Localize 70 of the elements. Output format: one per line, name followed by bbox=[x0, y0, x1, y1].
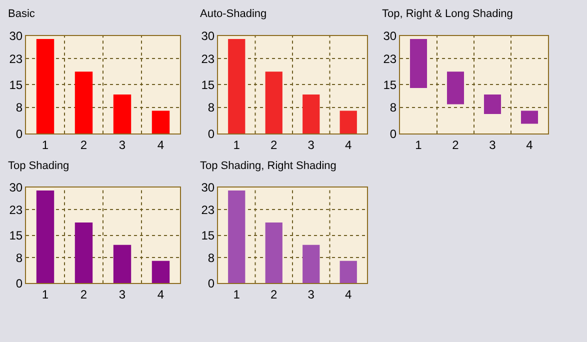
y-tick-label: 0 bbox=[16, 276, 23, 290]
y-tick-label: 8 bbox=[390, 100, 397, 115]
x-tick-label: 3 bbox=[489, 138, 496, 152]
bar bbox=[228, 190, 246, 284]
x-tick-label: 4 bbox=[157, 138, 164, 152]
y-tick-label: 30 bbox=[9, 180, 23, 195]
y-tick-label: 0 bbox=[208, 126, 215, 141]
bar bbox=[484, 94, 502, 114]
y-tick-label: 30 bbox=[9, 28, 23, 43]
bar bbox=[113, 244, 132, 284]
bar bbox=[228, 39, 246, 134]
y-tick-label: 15 bbox=[9, 228, 23, 242]
bar bbox=[410, 39, 428, 88]
y-tick-label: 8 bbox=[16, 250, 23, 265]
bar bbox=[74, 72, 93, 134]
x-tick-label: 2 bbox=[270, 138, 278, 152]
bar bbox=[340, 260, 357, 284]
bar bbox=[265, 72, 282, 134]
x-tick-label: 1 bbox=[42, 138, 49, 152]
bar bbox=[74, 222, 93, 284]
y-tick-label: 15 bbox=[383, 78, 397, 92]
y-tick-label: 8 bbox=[208, 100, 215, 115]
y-tick-label: 15 bbox=[201, 78, 215, 92]
chart-title: Top, Right & Long Shading bbox=[382, 8, 513, 20]
bar bbox=[302, 94, 320, 134]
bar bbox=[340, 110, 357, 134]
y-tick-label: 15 bbox=[201, 228, 215, 242]
bar bbox=[520, 110, 538, 124]
x-tick-label: 2 bbox=[452, 138, 460, 152]
x-tick-label: 4 bbox=[157, 288, 164, 302]
bar bbox=[446, 72, 464, 104]
bar bbox=[36, 39, 54, 134]
y-tick-label: 30 bbox=[201, 28, 215, 43]
y-tick-label: 15 bbox=[9, 78, 23, 92]
bar bbox=[152, 260, 170, 284]
x-tick-label: 4 bbox=[345, 138, 352, 152]
x-tick-label: 2 bbox=[270, 288, 278, 302]
y-tick-label: 23 bbox=[201, 202, 215, 217]
x-tick-label: 1 bbox=[415, 138, 422, 152]
x-tick-label: 1 bbox=[42, 288, 49, 302]
bar bbox=[113, 94, 132, 134]
bar bbox=[152, 110, 170, 134]
y-tick-label: 23 bbox=[9, 52, 23, 66]
x-tick-label: 3 bbox=[308, 138, 315, 152]
x-tick-label: 2 bbox=[80, 138, 88, 152]
x-tick-label: 1 bbox=[233, 288, 240, 302]
x-tick-label: 3 bbox=[118, 138, 126, 152]
bar bbox=[36, 190, 54, 284]
bar bbox=[265, 222, 282, 284]
y-tick-label: 8 bbox=[16, 100, 23, 115]
bar bbox=[302, 244, 320, 284]
y-tick-label: 30 bbox=[383, 28, 397, 43]
x-tick-label: 3 bbox=[118, 288, 126, 302]
x-tick-label: 3 bbox=[308, 288, 315, 302]
y-tick-label: 30 bbox=[201, 180, 215, 195]
y-tick-label: 23 bbox=[201, 52, 215, 66]
chart-title: Top Shading, Right Shading bbox=[200, 160, 336, 172]
y-tick-label: 0 bbox=[208, 276, 215, 290]
y-tick-label: 0 bbox=[390, 126, 397, 141]
x-tick-label: 4 bbox=[526, 138, 534, 152]
y-tick-label: 23 bbox=[383, 52, 397, 66]
y-tick-label: 23 bbox=[9, 202, 23, 217]
chart-title: Auto-Shading bbox=[200, 8, 267, 20]
x-tick-label: 4 bbox=[345, 288, 352, 302]
x-tick-label: 1 bbox=[233, 138, 240, 152]
chart-title: Top Shading bbox=[8, 160, 70, 172]
y-tick-label: 0 bbox=[16, 126, 23, 141]
x-tick-label: 2 bbox=[80, 288, 88, 302]
chart-title: Basic bbox=[8, 8, 36, 20]
y-tick-label: 8 bbox=[208, 250, 215, 265]
